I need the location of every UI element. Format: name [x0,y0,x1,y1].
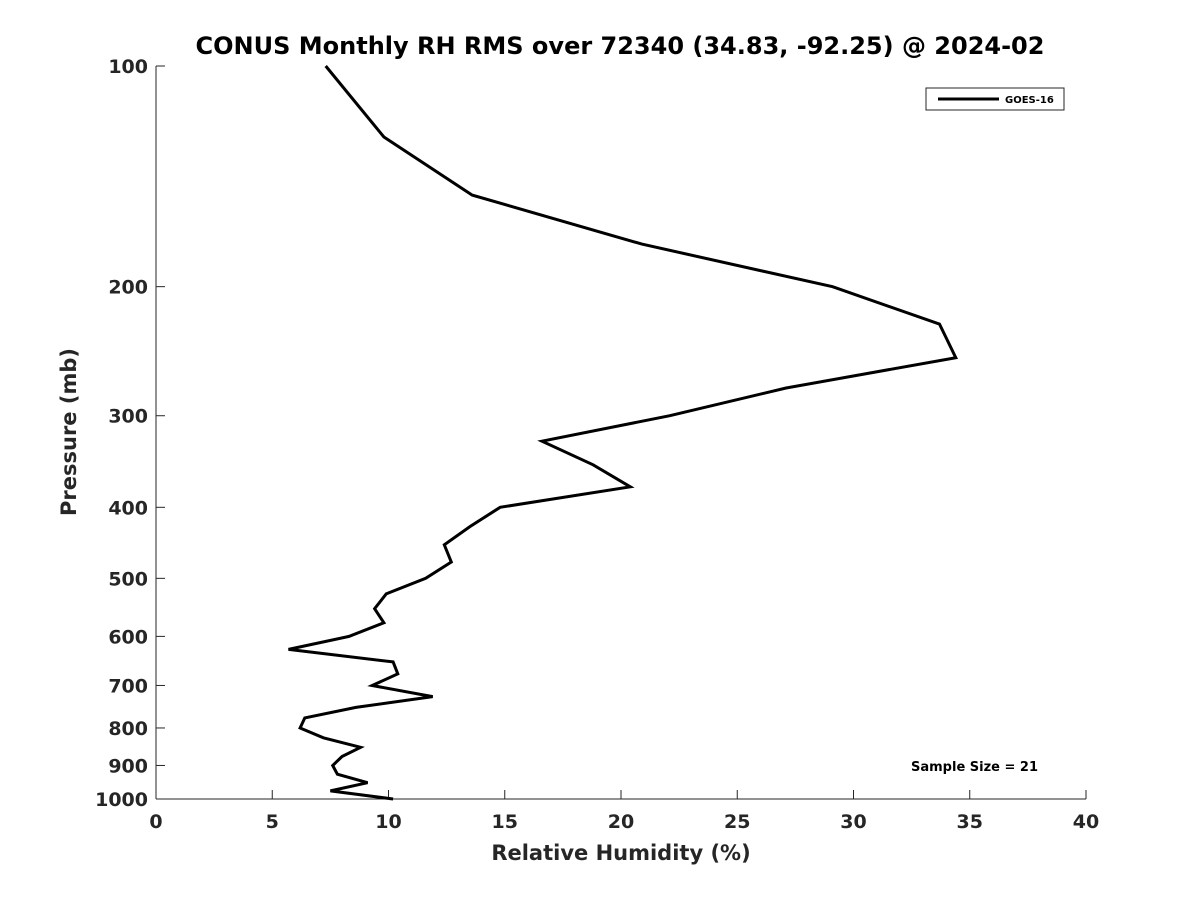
y-tick-label-3: 400 [108,497,148,519]
y-tick-label-8: 900 [108,755,148,777]
y-tick-label-1: 200 [108,277,148,299]
x-tick-label-5: 25 [724,811,750,833]
x-tick-label-1: 5 [266,811,279,833]
series-line-0 [288,65,959,801]
x-tick-label-8: 40 [1073,811,1099,833]
y-tick-label-2: 300 [108,406,148,428]
plot-area [156,66,1086,799]
x-tick-label-0: 0 [149,811,162,833]
y-tick-label-4: 500 [108,568,148,590]
y-axis-label: Pressure (mb) [57,348,81,516]
sample-size-annotation: Sample Size = 21 [911,760,1038,775]
x-tick-label-4: 20 [608,811,634,833]
chart-title: CONUS Monthly RH RMS over 72340 (34.83, … [196,32,1045,60]
x-axis: 0 5 10 15 20 25 30 35 40 [149,790,1099,833]
y-tick-label-5: 600 [108,626,148,648]
x-tick-label-6: 30 [840,811,866,833]
series-layer [288,65,959,801]
legend-label-goes-16: GOES-16 [1005,95,1054,106]
x-axis-label: Relative Humidity (%) [491,841,750,865]
y-tick-label-0: 100 [108,56,148,78]
x-tick-label-3: 15 [492,811,518,833]
legend: GOES-16 [925,87,1065,111]
y-tick-label-9: 1000 [95,789,148,811]
y-axis: 100 200 300 400 500 600 700 800 900 1000 [95,56,165,811]
y-tick-label-6: 700 [108,675,148,697]
y-tick-label-7: 800 [108,718,148,740]
x-tick-label-7: 35 [957,811,983,833]
x-tick-label-2: 10 [375,811,401,833]
